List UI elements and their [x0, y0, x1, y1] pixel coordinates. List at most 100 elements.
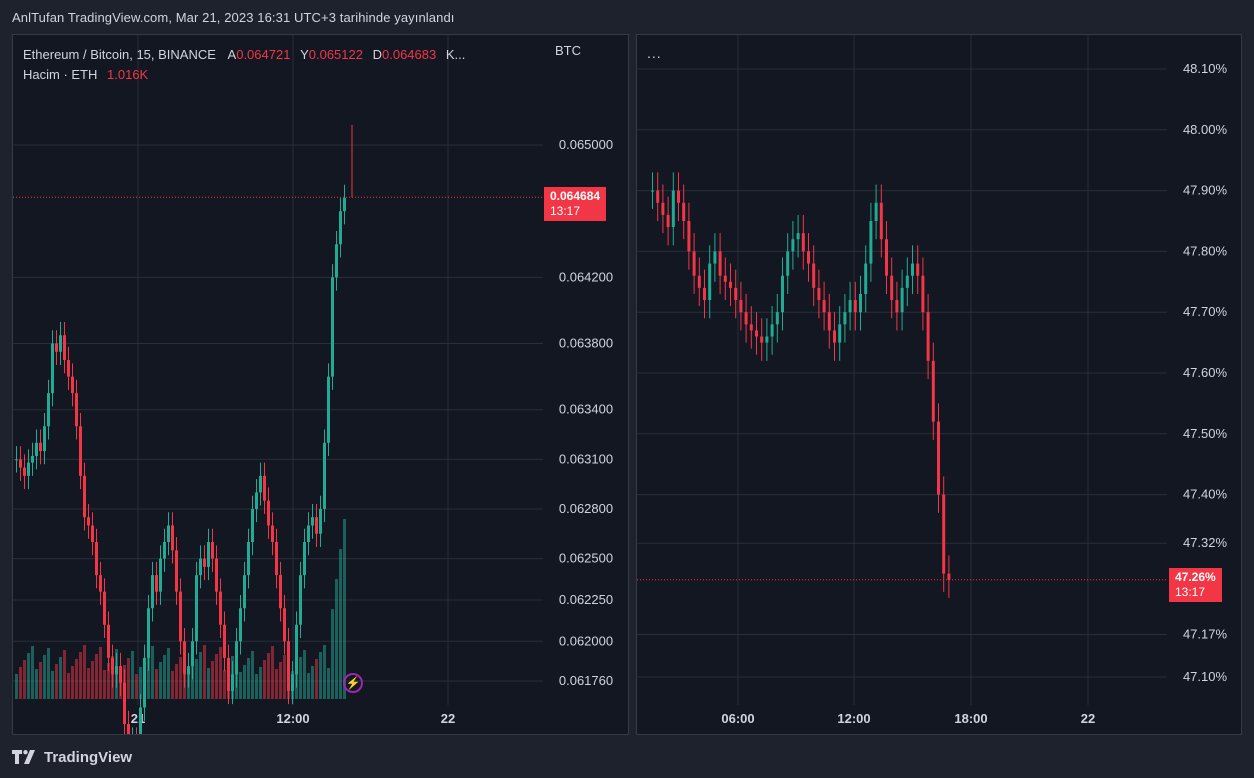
y-tick-label: 47.90%: [1183, 183, 1228, 198]
high-label: Y: [300, 47, 309, 62]
right-price-tag-countdown: 13:17: [1175, 585, 1206, 599]
volume-bar: [131, 651, 134, 699]
volume-bar: [207, 668, 210, 699]
more-menu-icon[interactable]: ...: [647, 45, 662, 61]
volume-bar: [211, 661, 214, 699]
candle-body: [331, 277, 334, 377]
y-tick-label: 0.062000: [559, 633, 613, 648]
volume-bar: [31, 646, 34, 699]
y-tick-label: 0.063100: [559, 451, 613, 466]
candle-body: [755, 330, 758, 337]
candle-body: [151, 575, 154, 609]
candle-body: [812, 263, 816, 288]
volume-bar: [167, 648, 170, 699]
y-tick-label: 0.064200: [559, 269, 613, 284]
candle-body: [765, 336, 769, 343]
candle-body: [271, 525, 274, 543]
high-value: 0.065122: [308, 47, 363, 62]
candle-body: [31, 456, 34, 463]
volume-bar: [107, 663, 110, 699]
low-label: D: [372, 47, 382, 62]
volume-bar: [163, 655, 166, 699]
left-chart-canvas[interactable]: 0.065000 0.064200 0.063800 0.063400 0.063100…: [13, 35, 628, 734]
candle-body: [343, 197, 346, 212]
volume-bar: [123, 665, 126, 699]
volume-bar: [283, 655, 286, 699]
candle-body: [666, 214, 670, 228]
volume-bar: [195, 659, 198, 699]
candle-body: [187, 666, 190, 675]
volume-bar: [191, 666, 194, 699]
candle-body: [838, 324, 842, 343]
y-tick-label: 47.80%: [1183, 243, 1228, 258]
candle-body: [215, 558, 218, 592]
candle-body: [155, 575, 158, 592]
y-tick-label: 47.40%: [1183, 487, 1228, 502]
flash-icon[interactable]: ⚡: [343, 673, 363, 693]
candle-body: [744, 312, 748, 325]
candle-body: [203, 558, 206, 567]
candle-body: [682, 202, 686, 221]
volume-bar: [331, 609, 334, 699]
candle-body: [103, 591, 106, 625]
candle-body: [59, 335, 62, 352]
volume-bar: [319, 652, 322, 699]
candle-body: [864, 263, 868, 294]
candle-body: [656, 190, 660, 203]
candle-body: [937, 421, 940, 495]
candle-body: [801, 233, 805, 252]
candle-body: [307, 525, 310, 543]
candle-body: [47, 393, 50, 427]
candle-body: [275, 542, 278, 576]
candle-body: [211, 542, 214, 559]
candle-body: [651, 190, 654, 192]
currency-label: BTC: [555, 43, 581, 58]
volume-bar: [119, 672, 122, 699]
volume-bar: [143, 660, 146, 699]
candle-body: [749, 324, 753, 331]
candle-body: [295, 624, 298, 675]
candle-body: [869, 221, 873, 264]
volume-bar: [135, 674, 138, 699]
candle-body: [15, 459, 18, 461]
left-chart-pane[interactable]: 0.065000 0.064200 0.063800 0.063400 0.063100…: [12, 34, 629, 735]
right-chart-canvas[interactable]: 48.10% 48.00% 47.90% 47.80% 47.70% 47.60% 47.5…: [637, 35, 1241, 734]
tradingview-footer[interactable]: TradingView: [12, 746, 132, 768]
candle-body: [890, 275, 894, 301]
volume-bar: [55, 664, 58, 699]
volume-bar: [59, 657, 62, 699]
candle-body: [703, 287, 706, 301]
candle-body: [163, 542, 166, 559]
volume-bar: [315, 659, 318, 699]
y-tick-label: 48.00%: [1183, 122, 1228, 137]
candle-body: [83, 475, 86, 518]
candle-body: [677, 190, 680, 203]
brand-name: TradingView: [44, 748, 133, 766]
candle-body: [661, 202, 665, 215]
candle-body: [713, 251, 717, 264]
candle-body: [687, 221, 691, 252]
candle-body: [853, 300, 857, 313]
volume-bar: [219, 647, 222, 699]
volume-bar: [291, 671, 294, 699]
volume-bar: [159, 662, 162, 699]
candle-body: [239, 608, 242, 642]
candle-body: [879, 202, 883, 240]
y-tick-label: 47.32%: [1183, 535, 1228, 550]
candle-body: [27, 462, 30, 476]
candle-body: [843, 312, 847, 325]
volume-bar: [35, 669, 38, 699]
volume-bar: [343, 519, 346, 699]
right-chart-pane[interactable]: 48.10% 48.00% 47.90% 47.80% 47.70% 47.60% 47.5…: [636, 34, 1242, 735]
candle-body: [263, 475, 266, 501]
x-tick-label: 21: [131, 711, 145, 726]
candle-body: [729, 281, 732, 288]
volume-bar: [275, 669, 278, 699]
candle-body: [159, 558, 162, 592]
symbol-title[interactable]: Ethereum / Bitcoin, 15, BINANCE: [23, 47, 216, 62]
candle-body: [942, 494, 946, 574]
candle-body: [107, 624, 110, 658]
candle-body: [911, 263, 914, 276]
left-price-tag: 0.064684 13:17: [544, 187, 607, 221]
candle-body: [259, 475, 262, 493]
